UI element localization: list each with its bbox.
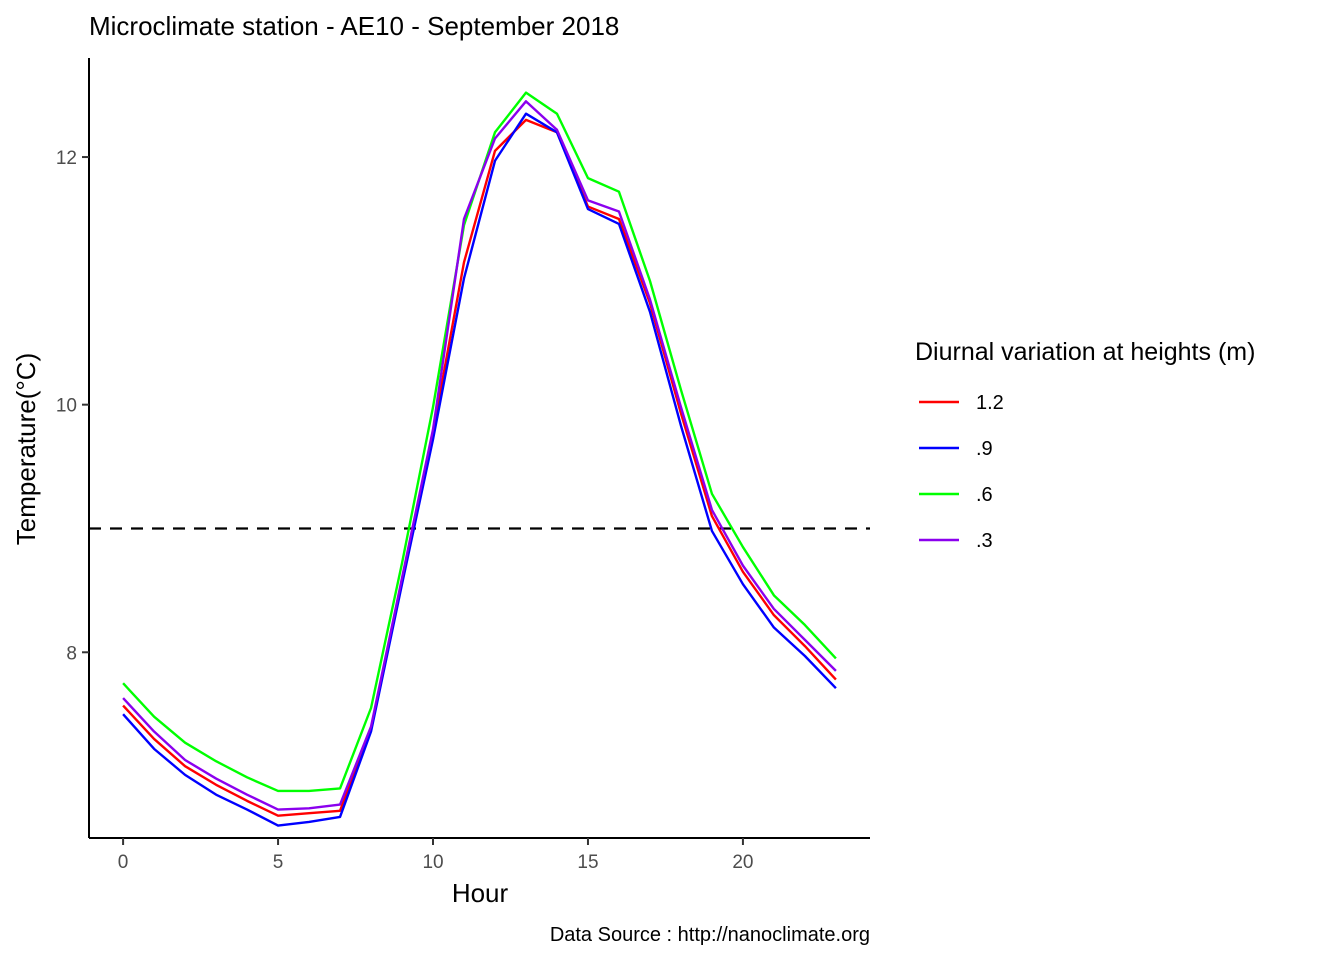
series-layer: [122, 91, 837, 827]
series-line-4: [122, 100, 837, 811]
x-tick-label: 10: [422, 852, 443, 873]
legend-label: 1.2: [976, 392, 1004, 414]
y-tick-label: 10: [56, 396, 77, 417]
series-line-3: [122, 91, 837, 793]
y-tick-label: 8: [66, 643, 77, 664]
legend-items: 1.2 .9 .6 .3: [919, 392, 1004, 552]
plot-area: 0 5 10 15 20 8 10 12: [56, 58, 870, 873]
legend-label: .3: [976, 530, 993, 552]
chart-title: Microclimate station - AE10 - September …: [89, 11, 619, 41]
x-tick-label: 0: [118, 852, 129, 873]
series-line-1: [122, 118, 837, 817]
y-tick-label: 12: [56, 148, 77, 169]
x-tick-label: 20: [732, 852, 753, 873]
legend-title: Diurnal variation at heights (m): [915, 338, 1255, 366]
legend: Diurnal variation at heights (m) 1.2 .9 .6…: [915, 338, 1255, 552]
x-tick-label: 15: [577, 852, 598, 873]
series-line-2: [122, 112, 837, 827]
y-axis-ticks: 8 10 12: [56, 148, 89, 664]
x-axis-ticks: 0 5 10 15 20: [118, 838, 754, 873]
x-tick-label: 5: [273, 852, 284, 873]
legend-label: .9: [976, 438, 993, 460]
legend-label: .6: [976, 484, 993, 506]
x-axis-title: Hour: [452, 878, 509, 908]
y-axis-title: Temperature(°C): [11, 353, 41, 545]
data-source-caption: Data Source : http://nanoclimate.org: [550, 924, 870, 946]
